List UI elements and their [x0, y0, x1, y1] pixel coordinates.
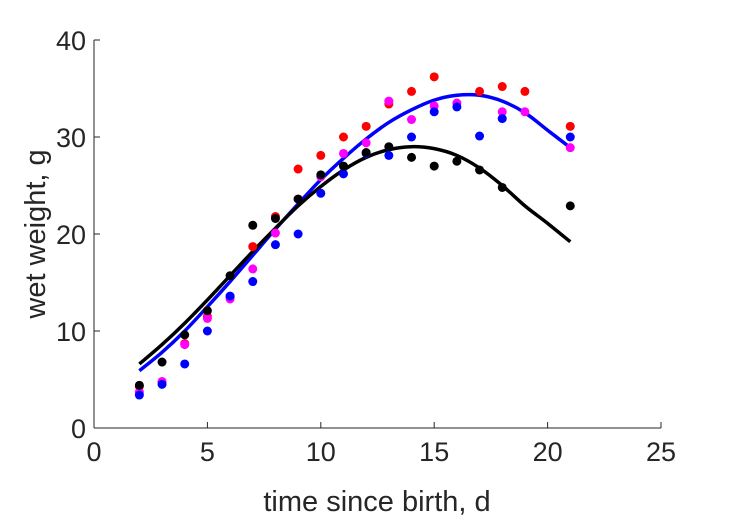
y-tick-label: 10	[56, 317, 86, 347]
x-tick-label: 15	[419, 437, 449, 467]
data-point	[384, 150, 394, 160]
data-point	[565, 143, 575, 153]
y-axis-label: wet weight, g	[20, 149, 52, 319]
data-point	[565, 201, 575, 211]
data-point	[180, 330, 190, 340]
data-point	[293, 194, 303, 204]
data-point	[180, 340, 190, 350]
data-point	[180, 359, 190, 369]
data-point	[565, 121, 575, 131]
data-point	[225, 291, 235, 301]
data-point	[497, 182, 507, 192]
data-point	[248, 242, 258, 252]
data-point	[407, 86, 417, 96]
data-point	[429, 107, 439, 117]
data-point	[316, 170, 326, 180]
data-point	[565, 132, 575, 142]
data-point	[134, 390, 144, 400]
data-point	[475, 86, 485, 96]
data-point	[225, 271, 235, 281]
data-point	[157, 379, 167, 389]
data-point	[248, 264, 258, 274]
y-tick-label: 20	[56, 220, 86, 250]
data-point	[338, 148, 348, 158]
data-point	[452, 102, 462, 112]
data-point	[407, 132, 417, 142]
data-point	[270, 213, 280, 223]
data-point	[202, 313, 212, 323]
y-ticks: 0 10 20 30 40	[56, 26, 100, 444]
data-point	[429, 161, 439, 171]
y-tick-label: 30	[56, 123, 86, 153]
x-ticks: 0 5 10 15 20 25	[86, 422, 676, 467]
data-point	[407, 115, 417, 125]
x-tick-label: 25	[646, 437, 676, 467]
data-point	[293, 164, 303, 174]
data-point	[248, 277, 258, 287]
data-point	[384, 96, 394, 106]
x-tick-label: 10	[306, 437, 336, 467]
data-point	[520, 86, 530, 96]
data-point	[520, 107, 530, 117]
data-point	[429, 72, 439, 82]
data-point	[338, 161, 348, 171]
x-tick-label: 20	[533, 437, 563, 467]
data-point	[497, 107, 507, 117]
data-points	[134, 72, 575, 400]
data-point	[338, 132, 348, 142]
data-point	[248, 220, 258, 230]
data-point	[497, 114, 507, 124]
data-point	[293, 229, 303, 239]
data-point	[270, 228, 280, 238]
data-point	[475, 131, 485, 141]
fit-curve-4	[138, 92, 572, 373]
data-point	[475, 165, 485, 175]
data-point	[384, 142, 394, 152]
data-point	[338, 169, 348, 179]
plot-area	[93, 40, 661, 429]
data-point	[407, 152, 417, 162]
data-point	[361, 148, 371, 158]
x-axis-label: time since birth, d	[263, 486, 490, 518]
x-tick-label: 0	[86, 437, 101, 467]
data-point	[316, 150, 326, 160]
y-tick-label: 40	[56, 26, 86, 56]
data-point	[202, 306, 212, 316]
data-point	[270, 240, 280, 250]
x-tick-label: 5	[200, 437, 215, 467]
data-point	[316, 188, 326, 198]
data-point	[361, 138, 371, 148]
data-point	[497, 82, 507, 92]
data-point	[452, 156, 462, 166]
data-point	[361, 121, 371, 131]
data-point	[134, 380, 144, 390]
data-point	[202, 326, 212, 336]
data-point	[157, 357, 167, 367]
y-tick-label: 0	[71, 414, 86, 444]
